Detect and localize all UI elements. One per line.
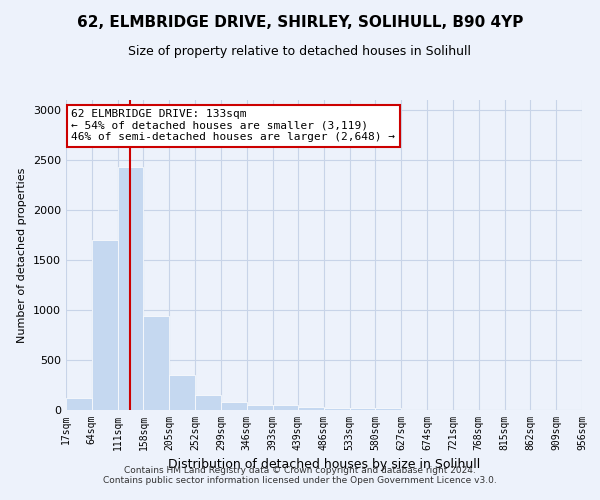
Bar xyxy=(66,398,92,410)
Bar xyxy=(350,408,376,410)
Bar xyxy=(376,408,401,410)
Bar xyxy=(272,405,298,410)
Bar xyxy=(324,408,350,410)
Bar xyxy=(169,375,195,410)
Bar xyxy=(221,402,247,410)
Y-axis label: Number of detached properties: Number of detached properties xyxy=(17,168,28,342)
Text: Size of property relative to detached houses in Solihull: Size of property relative to detached ho… xyxy=(128,45,472,58)
Bar xyxy=(247,405,272,410)
Text: 62 ELMBRIDGE DRIVE: 133sqm
← 54% of detached houses are smaller (3,119)
46% of s: 62 ELMBRIDGE DRIVE: 133sqm ← 54% of deta… xyxy=(71,110,395,142)
Bar xyxy=(143,316,169,410)
Text: Contains HM Land Registry data © Crown copyright and database right 2024.
Contai: Contains HM Land Registry data © Crown c… xyxy=(103,466,497,485)
Text: 62, ELMBRIDGE DRIVE, SHIRLEY, SOLIHULL, B90 4YP: 62, ELMBRIDGE DRIVE, SHIRLEY, SOLIHULL, … xyxy=(77,15,523,30)
Bar xyxy=(118,167,143,410)
Bar xyxy=(298,407,324,410)
Bar xyxy=(92,240,118,410)
Bar xyxy=(195,394,221,410)
X-axis label: Distribution of detached houses by size in Solihull: Distribution of detached houses by size … xyxy=(168,458,480,471)
